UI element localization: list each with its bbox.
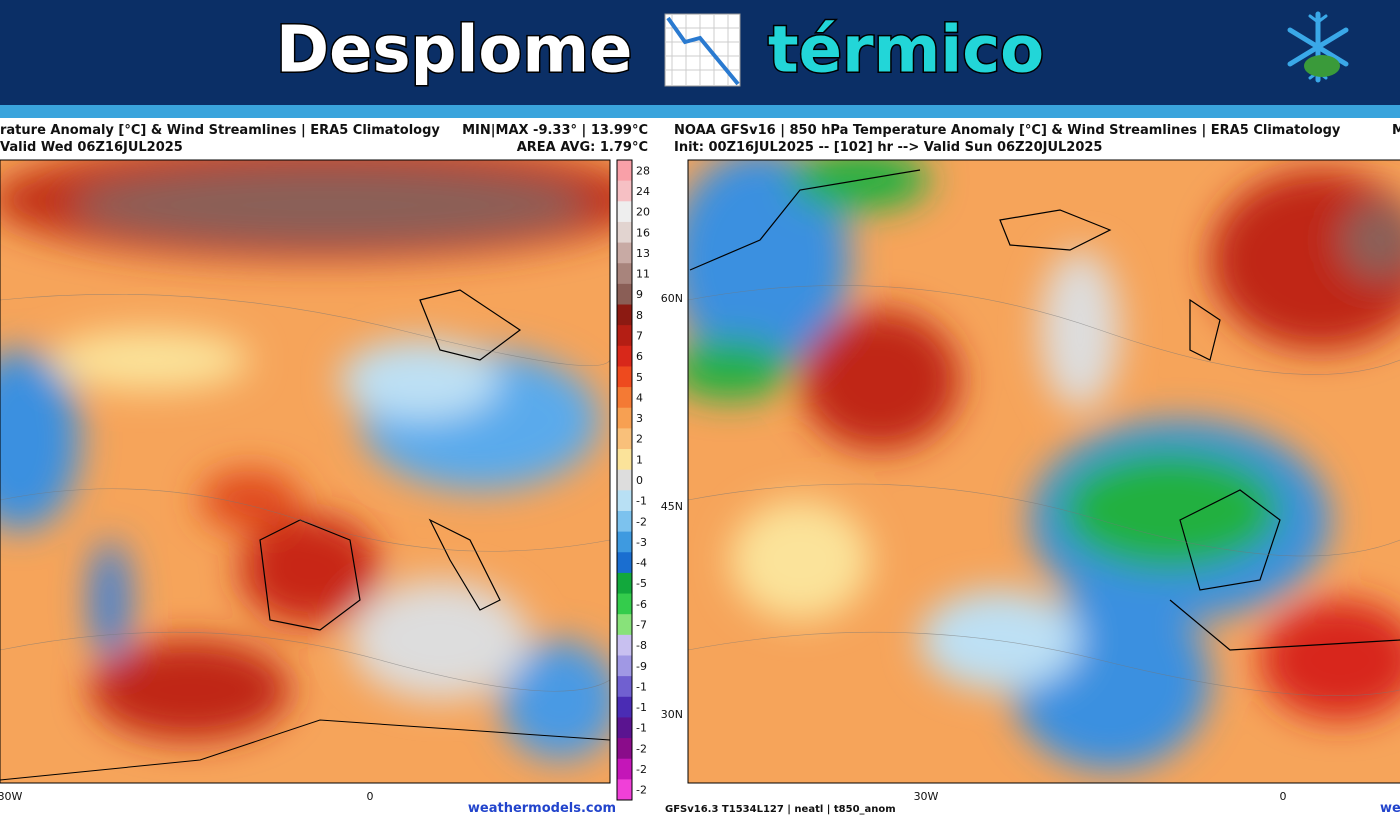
left-map xyxy=(0,160,610,783)
colorbar-label: -3 xyxy=(636,536,647,549)
colorbar-label: -1 xyxy=(636,722,647,735)
colorbar-label: 9 xyxy=(636,288,643,301)
colorbar-label: -2 xyxy=(636,515,647,528)
left-area-avg: AREA AVG: 1.79°C xyxy=(517,140,648,155)
left-map-frame xyxy=(0,159,611,784)
left-valid: Valid Wed 06Z16JUL2025 xyxy=(0,140,183,155)
model-footer: GFSv16.3 T1534L127 | neatl | t850_anom xyxy=(665,804,896,815)
colorbar-label: -8 xyxy=(636,639,647,652)
colorbar-label: 28 xyxy=(636,164,650,177)
lat-label: 30N xyxy=(661,708,683,721)
colorbar-swatch xyxy=(617,779,632,801)
title-part2: térmico xyxy=(768,14,1044,88)
colorbar-label: 20 xyxy=(636,206,650,219)
colorbar-swatch xyxy=(617,758,632,780)
colorbar-swatch xyxy=(617,593,632,615)
colorbar-swatch xyxy=(617,283,632,306)
colorbar-label: 13 xyxy=(636,247,650,260)
colorbar-swatch xyxy=(617,366,632,388)
colorbar-swatch xyxy=(617,676,632,698)
colorbar-label: -1 xyxy=(636,495,647,508)
credit: we xyxy=(1380,801,1400,816)
right-map xyxy=(688,160,1400,783)
colorbar-swatch xyxy=(617,345,632,367)
colorbar-swatch xyxy=(617,655,632,677)
colorbar-swatch xyxy=(617,572,632,595)
credit: weathermodels.com xyxy=(468,801,616,816)
colorbar-label: 4 xyxy=(636,391,643,404)
colorbar-label: -2 xyxy=(636,784,647,797)
colorbar-label: 16 xyxy=(636,226,650,239)
colorbar-swatch xyxy=(617,221,632,244)
colorbar-label: -5 xyxy=(636,577,647,590)
colorbar-swatch xyxy=(617,614,632,636)
colorbar-swatch xyxy=(617,180,632,202)
colorbar-label: -2 xyxy=(636,742,647,755)
colorbar-label: 6 xyxy=(636,350,643,363)
left-title: rature Anomaly [°C] & Wind Streamlines |… xyxy=(0,123,440,138)
colorbar-swatch xyxy=(617,552,632,574)
colorbar: 28 24 20 16 13 11 9 8 7 6 5 4 3 2 1 0 -1 -2 -3 -4 -5 -6 -7 -8 -9… xyxy=(616,159,650,801)
colorbar-swatch xyxy=(617,201,632,223)
colorbar-swatch xyxy=(617,738,632,760)
colorbar-swatch xyxy=(617,490,632,512)
colorbar-label: 2 xyxy=(636,433,643,446)
header-stripe xyxy=(0,105,1400,118)
chart-icon xyxy=(664,13,741,87)
colorbar-label: -7 xyxy=(636,619,647,632)
colorbar-label: -1 xyxy=(636,680,647,693)
colorbar-swatch xyxy=(617,242,632,264)
colorbar-label: 11 xyxy=(636,268,650,281)
lon-label: 30W xyxy=(0,790,23,803)
colorbar-swatch xyxy=(617,510,632,533)
lat-label: 60N xyxy=(661,292,683,305)
colorbar-swatch xyxy=(617,696,632,718)
lon-label: 0 xyxy=(1280,790,1287,803)
title-part1: Desplome xyxy=(276,14,632,88)
colorbar-swatch xyxy=(617,387,632,409)
colorbar-swatch xyxy=(617,428,632,450)
lon-label: 0 xyxy=(367,790,374,803)
colorbar-swatch xyxy=(617,449,632,471)
colorbar-swatch xyxy=(617,469,632,491)
colorbar-label: -1 xyxy=(636,701,647,714)
colorbar-swatch xyxy=(617,160,632,182)
colorbar-swatch xyxy=(617,304,632,326)
lat-label: 45N xyxy=(661,500,683,513)
colorbar-swatch xyxy=(617,717,632,739)
colorbar-swatch xyxy=(617,407,632,429)
colorbar-frame xyxy=(616,159,633,801)
lon-label: 30W xyxy=(914,790,939,803)
colorbar-label: 24 xyxy=(636,185,650,198)
colorbar-label: 1 xyxy=(636,453,643,466)
left-minmax: MIN|MAX -9.33° | 13.99°C xyxy=(462,123,648,138)
colorbar-swatch xyxy=(617,263,632,285)
colorbar-label: 5 xyxy=(636,371,643,384)
colorbar-label: 8 xyxy=(636,309,643,322)
colorbar-label: 7 xyxy=(636,329,643,342)
colorbar-label: -9 xyxy=(636,660,647,673)
right-map-frame xyxy=(687,159,1400,784)
colorbar-label: 3 xyxy=(636,412,643,425)
colorbar-swatch xyxy=(617,531,632,553)
colorbar-label: -6 xyxy=(636,598,647,611)
right-title: NOAA GFSv16 | 850 hPa Temperature Anomal… xyxy=(674,123,1341,138)
colorbar-swatch xyxy=(617,634,632,656)
colorbar-label: 0 xyxy=(636,474,643,487)
colorbar-label: -2 xyxy=(636,763,647,776)
snowflake-logo xyxy=(1287,11,1349,83)
right-init: Init: 00Z16JUL2025 -- [102] hr --> Valid… xyxy=(674,140,1102,155)
colorbar-swatch xyxy=(617,325,632,347)
right-minmax: M xyxy=(1392,123,1400,138)
colorbar-label: -4 xyxy=(636,557,647,570)
